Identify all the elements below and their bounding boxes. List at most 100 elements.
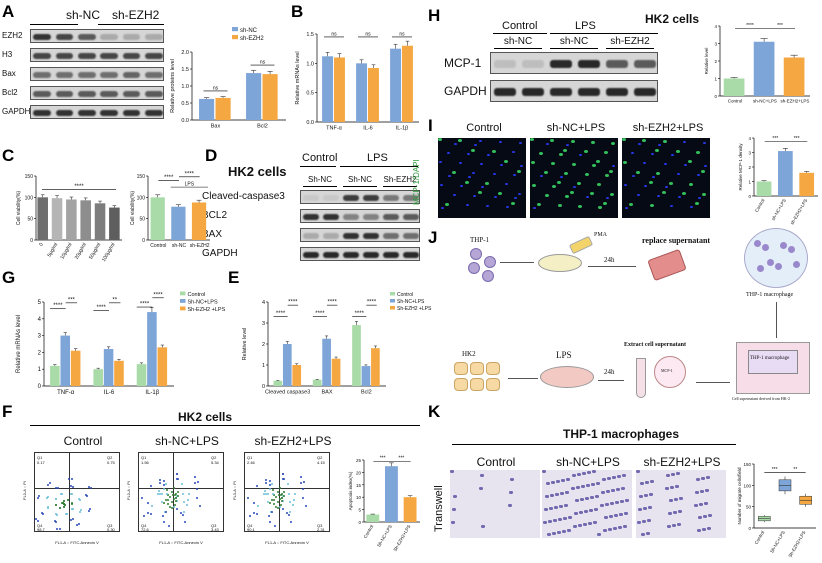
transwell-cell <box>703 515 707 518</box>
transwell-cell <box>603 529 607 532</box>
bar <box>147 312 157 386</box>
flow-event <box>169 506 171 509</box>
sig-label: **** <box>315 311 325 317</box>
chart-i-mcp1-density: 0 1 2 3 4 Relative MCP-1 density Control sh-NC+… <box>738 136 818 226</box>
if-cell <box>487 154 491 156</box>
transwell-cell <box>566 478 570 481</box>
transwell-cell <box>596 482 600 485</box>
transwell-cell <box>451 521 455 524</box>
transwell-cell <box>667 525 671 528</box>
flow-event <box>61 501 64 504</box>
blot-band <box>33 34 52 40</box>
y-axis-label: Relative MCP-1 density <box>738 143 743 191</box>
if-cell <box>624 184 628 186</box>
flow-event <box>55 513 58 516</box>
flow-event <box>288 492 291 495</box>
transwell-title: THP-1 macrophages <box>563 427 680 441</box>
if-cell <box>578 205 583 208</box>
blot-band <box>55 53 74 59</box>
flow-event <box>272 494 275 497</box>
if-cell <box>636 194 640 196</box>
flow-event <box>175 496 178 499</box>
flow-event <box>175 478 178 481</box>
blot-strip <box>300 228 420 242</box>
flow-event <box>269 501 272 504</box>
flow-v3: 2.31 <box>317 527 325 532</box>
y-tick-label: 0 <box>30 238 33 244</box>
x-tick-label: 10μg/ml <box>59 242 73 260</box>
flow-event <box>268 488 271 491</box>
transwell-cell <box>595 495 599 498</box>
if-cell <box>505 183 509 185</box>
flow-event <box>257 504 260 507</box>
transwell-cell <box>563 517 567 520</box>
panel-label-i: I <box>428 116 433 135</box>
transwell-cell <box>668 512 672 515</box>
legend-swatch <box>390 292 395 296</box>
if-cell <box>638 143 642 145</box>
flow-event <box>288 510 291 513</box>
blot-band <box>77 110 96 116</box>
flow-plot: Q1 2.46 Q2 4.15 Q4 90.1 Q3 2.31 <box>244 452 330 532</box>
panel-label-k: K <box>428 402 441 421</box>
transwell-cell <box>615 501 619 504</box>
blot-band <box>100 72 119 78</box>
if-cell <box>451 171 456 174</box>
blot-d-line-lps <box>340 166 418 167</box>
blot-d-lane-label: Sh-NC <box>347 175 372 184</box>
bar <box>246 73 262 120</box>
y-tick-label: 25 <box>356 458 362 463</box>
if-cell <box>590 141 595 144</box>
flow-event <box>67 499 70 502</box>
flow-event <box>281 478 284 481</box>
flow-event <box>158 489 161 492</box>
if-cell <box>486 205 490 207</box>
if-cell <box>438 138 442 141</box>
flow-v4: 98.7 <box>37 527 45 532</box>
transwell-cell <box>608 528 612 531</box>
transwell-cell <box>542 470 546 473</box>
transwell-cell <box>620 500 624 503</box>
blot-band <box>77 34 96 40</box>
if-cell <box>500 164 504 166</box>
blot-band <box>100 53 119 59</box>
schematic-lps-dish <box>540 366 594 388</box>
x-tick-label: Cleaved caspase3 <box>265 390 310 396</box>
if-cell <box>464 181 469 184</box>
bar <box>93 369 103 386</box>
y-tick-label: 50 <box>139 217 145 223</box>
flow-event <box>264 478 267 481</box>
bar <box>103 349 114 386</box>
flow-event <box>146 501 149 504</box>
x-tick-label: Bcl2 <box>257 124 268 130</box>
panel-label-b: B <box>291 2 304 21</box>
flow-event <box>158 482 161 485</box>
y-tick-label: 3 <box>38 334 42 340</box>
sig-label: *** <box>794 136 800 142</box>
flow-event <box>269 479 272 482</box>
x-tick-label: Control <box>728 99 743 104</box>
transwell-cell <box>617 475 621 478</box>
transwell-cell <box>696 478 700 481</box>
y-tick-label: 0.5 <box>306 91 314 97</box>
if-cell <box>694 202 699 205</box>
flow-event <box>196 497 199 500</box>
flow-event <box>70 478 73 481</box>
blot-d-lane-line <box>343 186 377 187</box>
bar <box>778 151 793 196</box>
flow-event <box>46 495 49 498</box>
transwell-cell <box>645 481 649 484</box>
flow-event <box>172 494 175 497</box>
transwell-cell <box>616 488 620 491</box>
flow-event <box>149 513 152 516</box>
if-cell <box>642 139 647 142</box>
transwell-cell <box>602 478 606 481</box>
flow-event <box>301 487 304 490</box>
flow-event <box>71 502 74 505</box>
legend-label: sh-NC <box>240 28 258 34</box>
transwell-cell <box>666 474 670 477</box>
if-cell <box>605 197 609 199</box>
if-cell <box>492 173 496 175</box>
bar <box>292 365 302 386</box>
sig-label: *** <box>772 136 778 142</box>
